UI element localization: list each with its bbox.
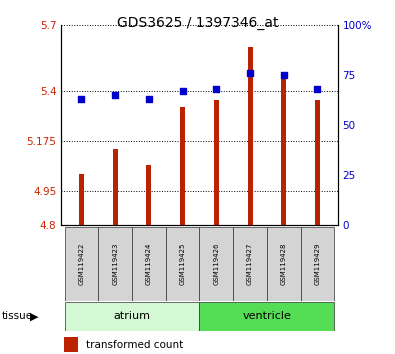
Point	[112, 92, 118, 98]
Text: GSM119426: GSM119426	[213, 242, 219, 285]
Text: ▶: ▶	[30, 312, 38, 321]
Bar	[199, 227, 233, 301]
Point	[78, 96, 85, 102]
Bar	[132, 227, 166, 301]
Bar	[166, 227, 199, 301]
Bar	[199, 302, 334, 331]
Bar	[98, 227, 132, 301]
Bar	[79, 174, 84, 225]
Text: GSM119428: GSM119428	[281, 242, 287, 285]
Bar	[233, 227, 267, 301]
Point	[179, 88, 186, 93]
Bar	[65, 227, 98, 301]
Bar	[64, 337, 78, 352]
Bar	[147, 165, 151, 225]
Point	[213, 86, 220, 92]
Text: GSM119425: GSM119425	[180, 242, 186, 285]
Text: GSM119429: GSM119429	[314, 242, 320, 285]
Bar	[214, 100, 219, 225]
Text: GSM119423: GSM119423	[112, 242, 118, 285]
Bar	[281, 76, 286, 225]
Bar	[65, 302, 199, 331]
Bar	[113, 149, 118, 225]
Text: atrium: atrium	[113, 312, 150, 321]
Text: GSM119424: GSM119424	[146, 242, 152, 285]
Text: GDS3625 / 1397346_at: GDS3625 / 1397346_at	[117, 16, 278, 30]
Point	[247, 70, 253, 76]
Bar	[301, 227, 334, 301]
Bar	[180, 107, 185, 225]
Text: tissue: tissue	[2, 312, 33, 321]
Text: GSM119427: GSM119427	[247, 242, 253, 285]
Bar	[315, 100, 320, 225]
Text: ventricle: ventricle	[243, 312, 292, 321]
Point	[146, 96, 152, 102]
Point	[280, 72, 287, 78]
Bar	[248, 47, 252, 225]
Point	[314, 86, 321, 92]
Text: GSM119422: GSM119422	[79, 242, 85, 285]
Bar	[267, 227, 301, 301]
Text: transformed count: transformed count	[86, 339, 183, 350]
